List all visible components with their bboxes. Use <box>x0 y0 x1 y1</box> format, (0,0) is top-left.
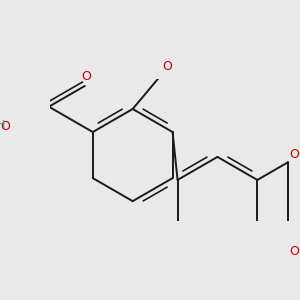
Text: O: O <box>162 60 172 73</box>
Text: O: O <box>290 148 299 160</box>
Text: O: O <box>290 245 299 258</box>
Text: O: O <box>0 120 10 133</box>
Text: H: H <box>0 120 5 130</box>
Text: O: O <box>81 70 91 83</box>
